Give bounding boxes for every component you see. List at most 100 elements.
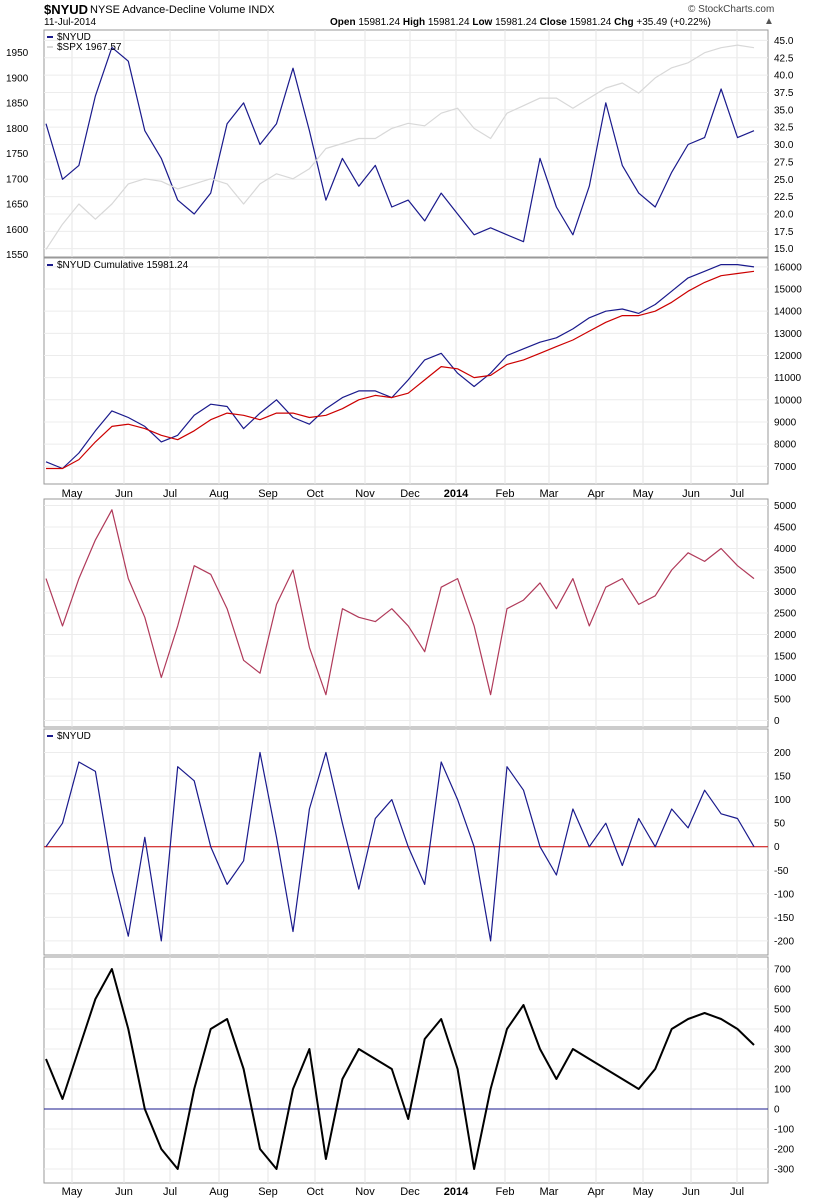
volume-right-tick: 5000 [774,501,797,512]
x-axis-label: Sep [258,1186,278,1198]
volume-right-tick: 1500 [774,652,797,663]
x-axis-label: 2014 [444,1186,469,1198]
x-axis-label: May [62,1186,83,1198]
momentum-right-tick: 600 [774,985,791,996]
x-axis-label: Jun [115,1186,133,1198]
volume-right-tick: 2500 [774,609,797,620]
x-axis-label: Feb [496,488,515,500]
x-axis-label: May [633,488,654,500]
price-line-spx [45,44,755,250]
price-left-tick: 1600 [6,225,29,236]
oscillator-right-tick: 0 [774,842,780,853]
close-label: Close [539,17,567,28]
open-label: Open [330,17,356,28]
oscillator-line-nyud [45,751,755,942]
high-value: 15981.24 [427,17,470,28]
cumulative-right-tick: 10000 [774,395,802,406]
cumulative-right-tick: 8000 [774,440,797,451]
momentum-right-tick: 700 [774,965,791,976]
open-value: 15981.24 [358,17,401,28]
momentum-right-tick: -200 [774,1145,794,1156]
momentum-right-tick: 200 [774,1065,791,1076]
price-right-tick: 15.0 [774,244,794,255]
cumulative-right-tick: 16000 [774,262,802,273]
momentum-right-tick: 100 [774,1085,791,1096]
high-label: High [402,17,426,28]
price-left-tick: 1800 [6,124,29,135]
momentum-right-tick: 0 [774,1105,780,1116]
low-value: 15981.24 [495,17,537,28]
x-axis-label: Jul [163,488,177,500]
x-axis-label: Jun [682,488,700,500]
x-axis-label: May [62,488,83,500]
price-line-nyud [45,46,755,243]
cumulative-line-series1 [46,270,755,470]
x-axis-label: Mar [540,1186,559,1198]
x-axis-label: Dec [400,1186,420,1198]
x-axis-label: Feb [496,1186,515,1198]
x-axis-label: Jun [682,1186,700,1198]
volume-right-tick: 3500 [774,565,797,576]
price-panel-frame [43,29,769,258]
price-right-tick: 20.0 [774,209,794,220]
x-axis-label: Nov [355,1186,375,1198]
collapse-arrow-icon[interactable]: ▲ [764,16,774,27]
x-axis-label: Apr [587,1186,604,1198]
x-axis-label: 2014 [444,488,469,500]
momentum-line-series0 [45,968,755,1170]
momentum-right-tick: -300 [774,1165,794,1176]
x-axis-label: Oct [306,1186,323,1198]
chg-value: +35.49 (+0.22%) [636,17,711,28]
x-axis-label: Mar [540,488,559,500]
x-axis-label: Jun [115,488,133,500]
volume-right-tick: 2000 [774,630,797,641]
x-axis-label: Nov [355,488,375,500]
oscillator-legend-item: $NYUD [57,731,91,742]
cumulative-right-tick: 11000 [774,373,802,384]
price-right-tick: 45.0 [774,36,794,47]
volume-right-tick: 0 [774,716,780,727]
price-left-tick: 1950 [6,48,29,59]
oscillator-right-tick: -200 [774,936,794,947]
cumulative-right-tick: 9000 [774,417,797,428]
price-right-tick: 30.0 [774,140,794,151]
x-axis-label: Oct [306,488,323,500]
oscillator-right-tick: -50 [774,866,789,877]
x-axis-label: May [633,1186,654,1198]
price-left-tick: 1750 [6,149,29,160]
price-right-tick: 22.5 [774,192,794,203]
x-axis-label: Sep [258,488,278,500]
price-right-tick: 42.5 [774,53,794,64]
cumulative-right-tick: 13000 [774,329,802,340]
cumulative-right-tick: 15000 [774,285,802,296]
volume-right-tick: 4500 [774,522,797,533]
momentum-right-tick: 400 [774,1025,791,1036]
quote-line: Open 15981.24 High 15981.24 Low 15981.24… [330,17,711,28]
x-axis-label: Jul [163,1186,177,1198]
brand-logo[interactable]: © StockCharts.com [688,4,775,15]
volume-line-series0 [45,509,755,696]
oscillator-right-tick: 50 [774,819,786,830]
oscillator-right-tick: -150 [774,913,794,924]
price-right-tick: 37.5 [774,88,794,99]
low-label: Low [472,17,493,28]
price-right-tick: 40.0 [774,71,794,82]
cumulative-line-nyudcumulative [45,264,755,470]
x-axis-label: Jul [730,1186,744,1198]
volume-right-tick: 4000 [774,544,797,555]
cumulative-right-tick: 12000 [774,351,802,362]
price-legend-item: $SPX 1967.57 [57,42,122,53]
x-axis-label: Aug [209,488,229,500]
x-axis-label: Apr [587,488,604,500]
close-value: 15981.24 [569,17,612,28]
price-right-tick: 25.0 [774,175,794,186]
volume-right-tick: 3000 [774,587,797,598]
x-axis-label: Aug [209,1186,229,1198]
price-right-tick: 32.5 [774,123,794,134]
x-axis-label: Jul [730,488,744,500]
volume-right-tick: 500 [774,695,791,706]
price-legend-item: $NYUD [57,32,91,43]
x-axis-label: Dec [400,488,420,500]
cumulative-right-tick: 14000 [774,307,802,318]
